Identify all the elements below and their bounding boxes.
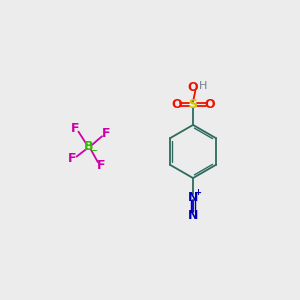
Text: O: O bbox=[204, 98, 215, 111]
Text: F: F bbox=[97, 159, 105, 172]
Text: F: F bbox=[70, 122, 79, 135]
Text: H: H bbox=[199, 81, 207, 91]
Text: O: O bbox=[188, 82, 198, 94]
Text: +: + bbox=[195, 188, 202, 197]
Text: F: F bbox=[101, 127, 110, 140]
Text: −: − bbox=[90, 146, 97, 155]
Text: O: O bbox=[171, 98, 182, 111]
Text: B: B bbox=[84, 140, 94, 153]
Text: F: F bbox=[68, 152, 77, 165]
Text: N: N bbox=[188, 208, 198, 221]
Text: S: S bbox=[188, 98, 197, 111]
Text: N: N bbox=[188, 190, 198, 203]
